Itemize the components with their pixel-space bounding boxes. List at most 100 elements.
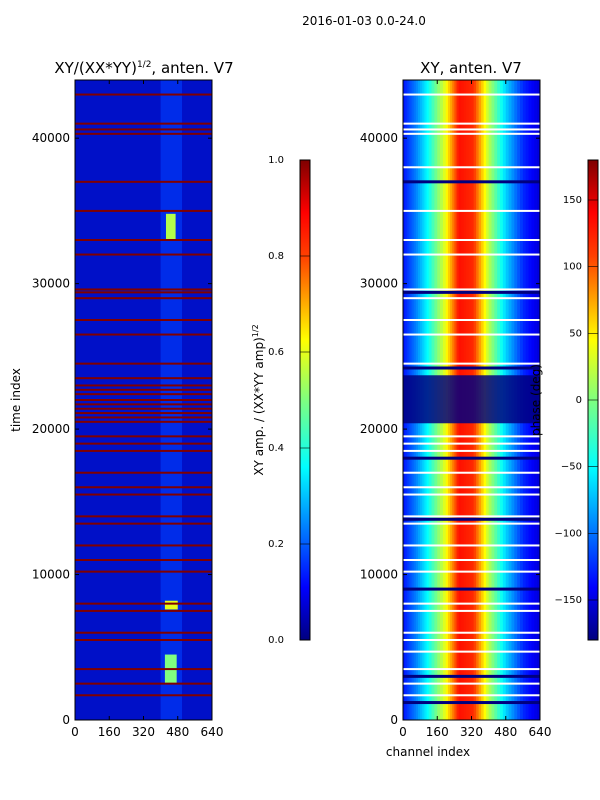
right-colorbar-label: phase (deg) [529,364,543,436]
right-flagged-white-row [403,128,540,131]
left-colorbar-label-main: XY amp. / (XX*YY amp) [252,337,266,475]
left-flagged-row [75,180,212,183]
left-flagged-row [75,522,212,525]
left-x-ticks: 0 160 320 480 640 [71,80,223,739]
right-colorbar-tick-label: 150 [563,195,582,206]
left-colorbar-label: XY amp. / (XX*YY amp)1/2 [251,324,266,475]
left-flagged-row [75,128,212,131]
left-flagged-row [75,362,212,365]
left-flagged-row [75,682,212,685]
left-y-tick-label: 20000 [32,422,70,436]
left-colorbar-tick-label: 0.6 [268,347,284,358]
right-flagged-white-row [403,288,540,291]
right-x-tick-label: 480 [494,725,517,739]
right-colorbar-tick-label: −150 [555,595,582,606]
right-flagged-dark-row [403,290,540,294]
left-flagged-row [75,393,212,396]
right-y-tick-label: 40000 [360,131,398,145]
right-flagged-white-row [403,493,540,496]
right-flagged-white-row [403,166,540,169]
left-flagged-row [75,239,212,241]
right-flagged-white-row [403,132,540,135]
right-flagged-dark-row [403,674,540,678]
right-flagged-white-row [403,93,540,96]
left-heatmap-marks [75,80,212,720]
right-flagged-white-row [403,570,540,573]
left-flagged-row [75,288,212,291]
left-flagged-row [75,403,212,406]
left-flagged-row [75,515,212,518]
left-flagged-row [75,93,212,96]
left-colorbar-tick-label: 0.8 [268,251,284,262]
right-flagged-white-row [403,333,540,336]
right-y-tick-label: 20000 [360,422,398,436]
left-y-tick-label: 30000 [32,277,70,291]
right-flagged-white-row [403,522,540,525]
left-colorbar-tick-label: 0.2 [268,539,284,550]
left-flagged-row [75,412,212,415]
right-x-tick-label: 160 [426,725,449,739]
left-flagged-row [75,631,212,634]
left-colorbar-tick-label: 0.4 [268,443,284,454]
left-flagged-row [75,416,212,419]
right-flagged-white-row [403,297,540,300]
left-y-axis-label: time index [9,368,23,432]
right-colorbar-tick-label: −100 [555,528,582,539]
left-title-suffix: , anten. V7 [151,59,233,77]
right-flagged-white-row [403,682,540,685]
right-flagged-white-row [403,631,540,634]
left-flagged-row [75,209,212,212]
right-x-tick-label: 640 [529,725,552,739]
right-flagged-dark-row [403,366,540,370]
left-title-exponent: 1/2 [137,60,151,70]
figure-suptitle: 2016-01-03 0.0-24.0 [302,14,426,28]
left-flagged-row [75,435,212,438]
left-colorbar-tick-label: 1.0 [268,155,284,166]
right-colorbar-tick-label: 100 [563,262,582,273]
right-flagged-white-row [403,639,540,641]
right-colorbar-ticks: −150 −100 −50 0 50 100 150 [555,195,598,606]
right-colorbar-tick-label: −50 [561,462,582,473]
left-flagged-row [75,377,212,380]
left-panel: XY/(XX*YY)1/2, anten. V7 0 10000 20000 3000… [9,59,234,739]
left-x-tick-label: 480 [166,725,189,739]
right-panel-title: XY, anten. V7 [420,59,522,77]
left-flagged-row [75,668,212,671]
right-flagged-white-row [403,650,540,653]
right-flagged-white-row [403,486,540,489]
left-feature-patch [164,600,178,610]
left-flagged-row [75,544,212,547]
right-heatmap-marks [403,80,540,720]
right-flagged-dark-row [403,456,540,460]
left-flagged-row [75,291,212,294]
left-flagged-row [75,297,212,300]
right-flagged-band [403,375,540,424]
left-x-tick-label: 320 [132,725,155,739]
right-x-tick-label: 320 [460,725,483,739]
left-flagged-row [75,399,212,401]
left-flagged-row [75,559,212,561]
right-flagged-white-row [403,239,540,241]
left-x-tick-label: 0 [71,725,79,739]
right-y-tick-label: 10000 [360,568,398,582]
right-flagged-white-row [403,602,540,605]
right-flagged-white-row [403,609,540,612]
left-flagged-row [75,333,212,336]
left-flagged-row [75,384,212,387]
left-y-tick-label: 40000 [32,131,70,145]
left-colorbar: 0.0 0.2 0.4 0.6 0.8 1.0 XY amp. / (XX*YY amp)… [251,155,311,646]
right-flagged-white-row [403,442,540,445]
left-flagged-row [75,639,212,641]
right-flagged-dark-row [403,180,540,184]
left-y-tick-label: 0 [62,713,70,727]
right-flagged-white-row [403,515,540,518]
right-colorbar: phase (deg) −150 −100 −50 0 50 100 150 [529,159,599,641]
left-y-tick-label: 10000 [32,568,70,582]
left-x-tick-label: 640 [201,725,224,739]
right-panel: XY, anten. V7 0 10000 20000 30000 40000 0 160… [360,59,552,759]
right-x-tick-label: 0 [399,725,407,739]
right-colorbar-tick-label: 0 [576,395,582,406]
right-y-tick-label: 30000 [360,277,398,291]
left-colorbar-gradient [299,159,311,641]
